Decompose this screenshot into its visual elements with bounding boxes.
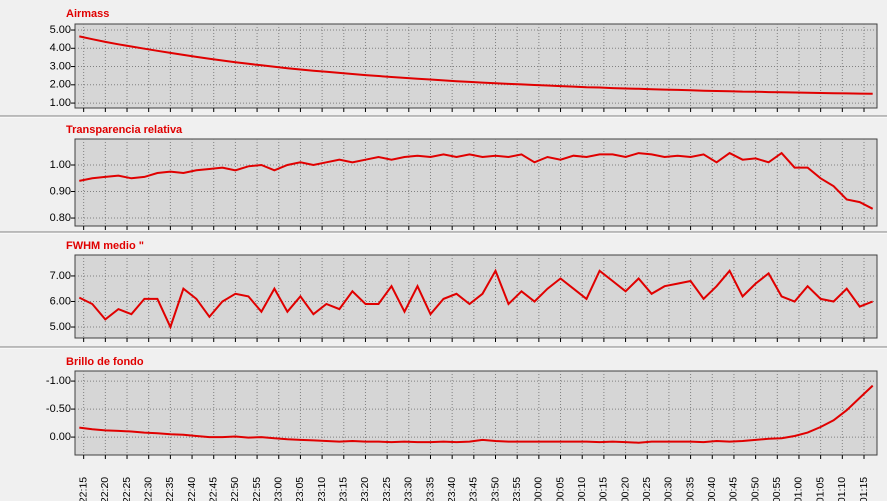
data-line	[79, 151, 874, 210]
y-tick-label: 4.00	[50, 42, 71, 54]
x-tick-label: 22:45	[208, 477, 220, 501]
x-tick-label: 00:15	[598, 477, 610, 501]
x-tick-label: 22:40	[186, 477, 198, 501]
chart-title: FWHM medio "	[66, 240, 144, 252]
x-tick-label: 23:30	[403, 477, 415, 501]
x-tick-label: 01:00	[793, 477, 805, 501]
x-tick-label: 00:45	[728, 477, 740, 501]
x-tick-label: 00:35	[684, 477, 696, 501]
x-tick-label: 23:50	[489, 477, 501, 501]
y-tick-label: 0.00	[50, 431, 71, 443]
x-tick-label: 01:15	[858, 477, 870, 501]
x-tick-label: 22:35	[164, 477, 176, 501]
x-tick-label: 00:30	[663, 477, 675, 501]
x-tick-label: 23:00	[273, 477, 285, 501]
y-tick-label: -0.50	[46, 403, 71, 415]
data-line	[79, 384, 874, 444]
x-tick-label: 00:20	[619, 477, 631, 501]
plot-area	[74, 23, 878, 109]
plot-area	[74, 370, 878, 456]
data-line	[79, 35, 873, 95]
y-tick-label: -1.00	[46, 375, 71, 387]
x-tick-label: 23:40	[446, 477, 458, 501]
data-line	[78, 268, 874, 330]
x-tick-label: 23:15	[338, 477, 350, 501]
x-tick-label: 01:05	[814, 477, 826, 501]
x-tick-label: 00:50	[749, 477, 761, 501]
x-tick-label: 00:10	[576, 477, 588, 501]
chart-title: Brillo de fondo	[66, 356, 144, 368]
plot-area	[74, 138, 878, 227]
y-tick-label: 2.00	[50, 79, 71, 91]
x-tick-label: 23:10	[316, 477, 328, 501]
chart-title: Transparencia relativa	[66, 124, 183, 136]
x-tick-label: 00:25	[641, 477, 653, 501]
y-tick-label: 3.00	[50, 60, 71, 72]
x-tick-label: 00:55	[771, 477, 783, 501]
x-tick-label: 00:40	[706, 477, 718, 501]
y-tick-label: 6.00	[50, 295, 71, 307]
y-tick-label: 0.90	[50, 185, 71, 197]
x-tick-label: 22:55	[251, 477, 263, 501]
y-tick-label: 1.00	[50, 159, 71, 171]
y-tick-label: 7.00	[50, 270, 71, 282]
x-tick-label: 23:55	[511, 477, 523, 501]
x-tick-label: 00:05	[554, 477, 566, 501]
x-tick-label: 22:25	[121, 477, 133, 501]
x-tick-label: 23:35	[424, 477, 436, 501]
x-tick-label: 22:20	[99, 477, 111, 501]
y-tick-label: 1.00	[50, 97, 71, 109]
x-tick-label: 23:20	[359, 477, 371, 501]
y-tick-label: 5.00	[50, 24, 71, 36]
x-tick-label: 23:45	[468, 477, 480, 501]
x-tick-label: 22:15	[77, 477, 89, 501]
x-tick-label: 23:05	[294, 477, 306, 501]
chart-title: Airmass	[66, 8, 109, 20]
x-tick-label: 22:30	[142, 477, 154, 501]
x-tick-label: 23:25	[381, 477, 393, 501]
y-tick-label: 5.00	[50, 321, 71, 333]
x-tick-label: 00:00	[533, 477, 545, 501]
y-tick-label: 0.80	[50, 212, 71, 224]
plot-area	[74, 254, 878, 339]
x-tick-label: 01:10	[836, 477, 848, 501]
x-tick-label: 22:50	[229, 477, 241, 501]
